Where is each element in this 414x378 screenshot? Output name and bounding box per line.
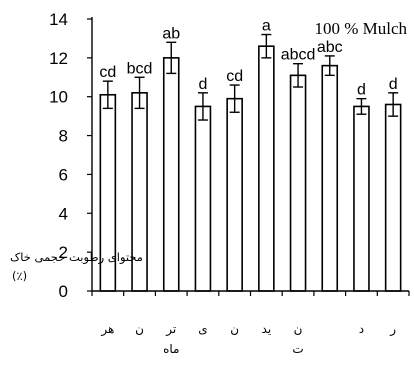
x-category-label: تر ماه xyxy=(163,322,179,356)
significance-letter: d xyxy=(198,76,207,93)
significance-letter: cd xyxy=(226,68,243,85)
x-category-label: ن xyxy=(230,322,239,336)
y-tick-label: 0 xyxy=(59,282,68,301)
y-axis: 0 2 4 6 8 10 12 14 xyxy=(49,10,93,301)
bar xyxy=(162,57,180,292)
significance-letter: a xyxy=(262,18,271,35)
significance-letter: cd xyxy=(99,64,116,81)
x-category-label: ی xyxy=(198,322,207,336)
bar xyxy=(289,74,307,292)
chart-title: 100 % Mulch xyxy=(314,19,407,38)
significance-letter: abcd xyxy=(281,47,316,64)
significance-letter: bcd xyxy=(127,60,153,77)
y-axis-unit: (٪) xyxy=(12,269,27,283)
x-category-label: ید xyxy=(262,322,272,336)
significance-letter: d xyxy=(389,76,398,93)
bar xyxy=(258,45,275,292)
bar xyxy=(353,105,370,292)
y-tick-label: 6 xyxy=(59,165,68,184)
x-category-label: هر xyxy=(100,322,114,337)
bar xyxy=(321,64,339,292)
x-category-label: ن xyxy=(135,322,144,336)
x-axis: هر ن تر ماه ی ن ید ن ت د ر xyxy=(91,290,410,356)
significance-letter: abc xyxy=(317,39,343,56)
x-category-label: ر xyxy=(389,322,396,337)
significance-letter: ab xyxy=(162,25,180,42)
y-tick-label: 4 xyxy=(59,204,68,223)
y-tick-label: 2 xyxy=(59,243,68,262)
bar xyxy=(226,97,243,292)
significance-letter: d xyxy=(357,82,366,99)
y-tick-label: 14 xyxy=(49,10,68,29)
x-category-label: د xyxy=(359,322,364,336)
y-tick-label: 10 xyxy=(49,88,68,107)
y-tick-label: 12 xyxy=(49,49,68,68)
bar xyxy=(194,105,212,292)
y-tick-label: 8 xyxy=(59,127,68,146)
y-axis-label: محتوای رطوبت حجمی خاک xyxy=(10,250,143,265)
bar xyxy=(384,103,402,292)
